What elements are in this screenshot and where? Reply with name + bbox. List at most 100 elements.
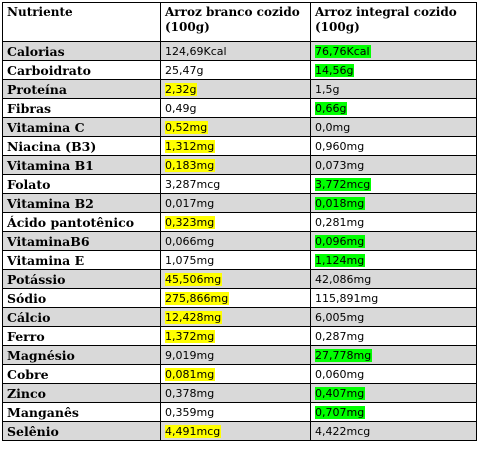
value-arroz-integral-cell: 1,5g (310, 79, 477, 99)
value-arroz-branco: 1,312mg (165, 139, 216, 153)
header-arroz-branco: Arroz branco cozido (100g) (160, 2, 311, 42)
nutrient-name: Cobre (2, 364, 161, 384)
value-arroz-branco-cell: 1,075mg (160, 250, 311, 270)
value-arroz-integral-cell: 0,0mg (310, 117, 477, 137)
value-arroz-integral-cell: 0,66g (310, 98, 477, 118)
nutrient-name: Ferro (2, 326, 161, 346)
value-arroz-integral: 3,772mcg (315, 177, 372, 191)
nutrient-name: Vitamina B1 (2, 155, 161, 175)
table-body: Calorias 124,69Kcal 76,76Kcal Carboidrato 25… (2, 41, 477, 441)
value-arroz-integral-cell: 76,76Kcal (310, 41, 477, 61)
value-arroz-branco-cell: 275,866mg (160, 288, 311, 308)
nutrient-name: Fibras (2, 98, 161, 118)
value-arroz-integral: 0,281mg (315, 215, 365, 229)
table-row: Ácido pantotênico 0,323mg 0,281mg (2, 212, 477, 232)
value-arroz-branco-cell: 45,506mg (160, 269, 311, 289)
value-arroz-branco-cell: 2,32g (160, 79, 311, 99)
table-row: VitaminaB6 0,066mg 0,096mg (2, 231, 477, 251)
table-row: Magnésio 9,019mg 27,778mg (2, 345, 477, 365)
value-arroz-integral: 0,018mg (315, 196, 366, 210)
value-arroz-integral: 42,086mg (315, 272, 372, 286)
value-arroz-integral: 0,0mg (315, 120, 351, 134)
value-arroz-branco: 4,491mcg (165, 424, 222, 438)
table-row: Zinco 0,378mg 0,407mg (2, 383, 477, 403)
table-row: Fibras 0,49g 0,66g (2, 98, 477, 118)
table-row: Potássio 45,506mg 42,086mg (2, 269, 477, 289)
table-row: Vitamina C 0,52mg 0,0mg (2, 117, 477, 137)
value-arroz-branco: 3,287mcg (165, 177, 221, 191)
table-row: Selênio 4,491mcg 4,422mcg (2, 421, 477, 441)
nutrient-name: Folato (2, 174, 161, 194)
value-arroz-integral-cell: 14,56g (310, 60, 477, 80)
nutrient-name: Niacina (B3) (2, 136, 161, 156)
table-row: Folato 3,287mcg 3,772mcg (2, 174, 477, 194)
value-arroz-integral-cell: 3,772mcg (310, 174, 477, 194)
value-arroz-integral-cell: 0,707mg (310, 402, 477, 422)
value-arroz-branco: 0,017mg (165, 196, 215, 210)
table-header: Nutriente Arroz branco cozido (100g) Arr… (2, 2, 477, 42)
value-arroz-branco: 0,52mg (165, 120, 209, 134)
value-arroz-integral: 0,073mg (315, 158, 365, 172)
value-arroz-integral: 0,66g (315, 101, 348, 115)
nutrient-name: Proteína (2, 79, 161, 99)
nutrient-name: Manganês (2, 402, 161, 422)
table-row: Manganês 0,359mg 0,707mg (2, 402, 477, 422)
table-row: Cálcio 12,428mg 6,005mg (2, 307, 477, 327)
value-arroz-branco: 0,183mg (165, 158, 216, 172)
value-arroz-integral-cell: 0,281mg (310, 212, 477, 232)
value-arroz-branco: 2,32g (165, 82, 198, 96)
value-arroz-integral-cell: 0,096mg (310, 231, 477, 251)
value-arroz-branco: 1,075mg (165, 253, 215, 267)
nutrient-name: VitaminaB6 (2, 231, 161, 251)
value-arroz-branco: 25,47g (165, 63, 204, 77)
value-arroz-branco-cell: 0,066mg (160, 231, 311, 251)
value-arroz-branco-cell: 12,428mg (160, 307, 311, 327)
value-arroz-branco-cell: 0,378mg (160, 383, 311, 403)
nutrient-name: Ácido pantotênico (2, 212, 161, 232)
value-arroz-integral: 0,707mg (315, 405, 366, 419)
nutrition-comparison-table: Nutriente Arroz branco cozido (100g) Arr… (2, 2, 477, 441)
value-arroz-branco: 0,378mg (165, 386, 215, 400)
value-arroz-branco-cell: 0,359mg (160, 402, 311, 422)
value-arroz-integral-cell: 0,018mg (310, 193, 477, 213)
value-arroz-branco-cell: 0,183mg (160, 155, 311, 175)
value-arroz-integral: 0,060mg (315, 367, 365, 381)
nutrient-name: Potássio (2, 269, 161, 289)
value-arroz-integral-cell: 0,073mg (310, 155, 477, 175)
nutrient-name: Magnésio (2, 345, 161, 365)
value-arroz-branco: 1,372mg (165, 329, 216, 343)
value-arroz-branco: 124,69Kcal (165, 44, 227, 58)
value-arroz-integral: 14,56g (315, 63, 355, 77)
value-arroz-integral-cell: 27,778mg (310, 345, 477, 365)
value-arroz-integral: 0,407mg (315, 386, 366, 400)
value-arroz-branco-cell: 0,081mg (160, 364, 311, 384)
value-arroz-integral: 6,005mg (315, 310, 365, 324)
nutrient-name: Sódio (2, 288, 161, 308)
table-row: Vitamina B2 0,017mg 0,018mg (2, 193, 477, 213)
value-arroz-branco: 45,506mg (165, 272, 223, 286)
value-arroz-integral: 76,76Kcal (315, 44, 371, 58)
value-arroz-branco-cell: 3,287mcg (160, 174, 311, 194)
header-arroz-integral: Arroz integral cozido (100g) (310, 2, 477, 42)
value-arroz-branco-cell: 0,52mg (160, 117, 311, 137)
table-row: Ferro 1,372mg 0,287mg (2, 326, 477, 346)
nutrient-name: Selênio (2, 421, 161, 441)
value-arroz-branco: 0,323mg (165, 215, 216, 229)
value-arroz-branco: 0,081mg (165, 367, 216, 381)
value-arroz-branco-cell: 0,49g (160, 98, 311, 118)
value-arroz-integral-cell: 0,407mg (310, 383, 477, 403)
value-arroz-branco: 275,866mg (165, 291, 230, 305)
value-arroz-integral-cell: 4,422mcg (310, 421, 477, 441)
value-arroz-branco: 9,019mg (165, 348, 215, 362)
value-arroz-integral-cell: 6,005mg (310, 307, 477, 327)
nutrient-name: Vitamina E (2, 250, 161, 270)
value-arroz-integral-cell: 0,060mg (310, 364, 477, 384)
value-arroz-integral: 1,124mg (315, 253, 366, 267)
value-arroz-branco: 12,428mg (165, 310, 223, 324)
value-arroz-integral-cell: 115,891mg (310, 288, 477, 308)
nutrient-name: Zinco (2, 383, 161, 403)
value-arroz-integral: 0,096mg (315, 234, 366, 248)
value-arroz-branco-cell: 124,69Kcal (160, 41, 311, 61)
table-row: Sódio 275,866mg 115,891mg (2, 288, 477, 308)
